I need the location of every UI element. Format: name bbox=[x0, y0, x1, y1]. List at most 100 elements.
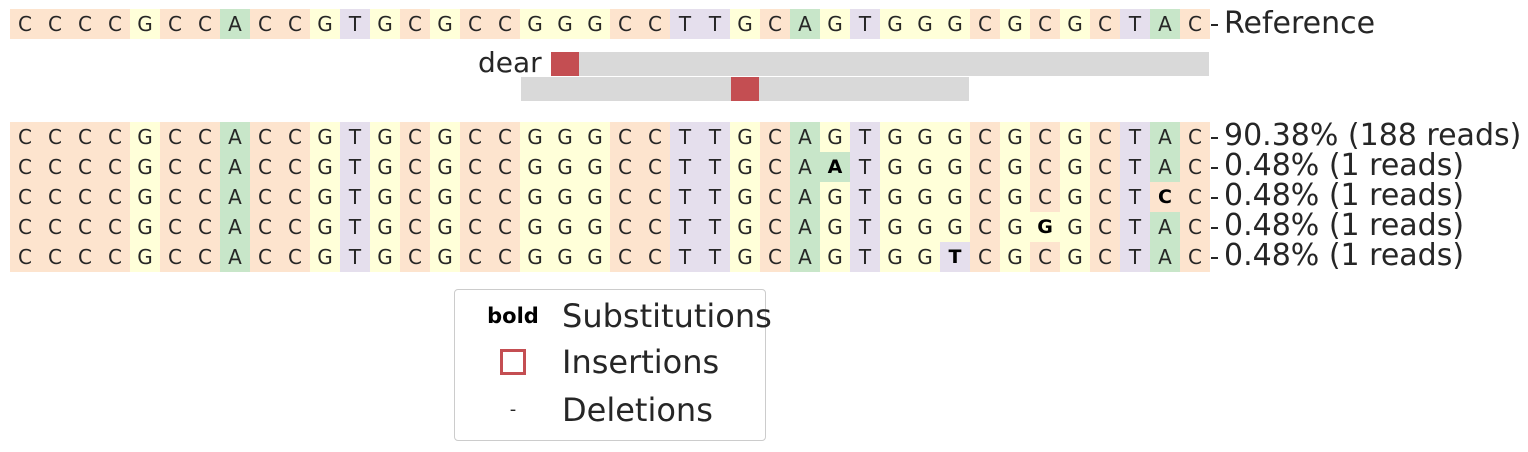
allele-cell bbox=[100, 122, 130, 152]
reference-cell bbox=[1060, 9, 1090, 39]
base-letter: T bbox=[678, 215, 692, 239]
base-letter: C bbox=[168, 185, 182, 209]
allele-cell bbox=[490, 182, 520, 212]
legend-deletions: - Deletions bbox=[455, 387, 767, 433]
base-letter: G bbox=[317, 185, 333, 209]
base-letter: G bbox=[317, 215, 333, 239]
base-letter: G bbox=[317, 245, 333, 269]
allele-cell bbox=[40, 122, 70, 152]
base-letter: C bbox=[468, 155, 482, 179]
base-letter: C bbox=[198, 155, 212, 179]
allele-cell bbox=[970, 212, 1000, 242]
allele-frequency-label: 0.48% (1 reads) bbox=[1224, 238, 1465, 273]
allele-cell bbox=[610, 212, 640, 242]
base-letter: C bbox=[258, 215, 272, 239]
allele-cell bbox=[340, 122, 370, 152]
base-letter: A bbox=[1158, 12, 1172, 36]
allele-cell bbox=[40, 182, 70, 212]
base-letter: C bbox=[78, 12, 92, 36]
allele-cell bbox=[430, 182, 460, 212]
base-letter: G bbox=[437, 185, 453, 209]
allele-cell bbox=[1060, 212, 1090, 242]
base-letter: C bbox=[48, 185, 62, 209]
base-letter: C bbox=[498, 185, 512, 209]
allele-tick bbox=[1211, 227, 1218, 229]
base-letter: A bbox=[798, 185, 812, 209]
base-letter: G bbox=[527, 245, 543, 269]
base-letter: A bbox=[1158, 155, 1172, 179]
allele-cell bbox=[1060, 152, 1090, 182]
base-letter: C bbox=[768, 155, 782, 179]
base-letter: G bbox=[587, 125, 603, 149]
reference-label: Reference bbox=[1224, 6, 1376, 41]
base-letter: G bbox=[1067, 185, 1083, 209]
allele-cell bbox=[310, 152, 340, 182]
insertion-box-icon bbox=[467, 339, 559, 379]
reference-cell bbox=[400, 9, 430, 39]
base-letter: C bbox=[1188, 12, 1202, 36]
base-letter: T bbox=[708, 125, 722, 149]
allele-cell bbox=[1030, 152, 1060, 182]
allele-cell bbox=[460, 152, 490, 182]
base-letter: C bbox=[108, 125, 122, 149]
allele-cell bbox=[160, 182, 190, 212]
base-letter: C bbox=[408, 215, 422, 239]
base-letter: C bbox=[618, 215, 632, 239]
base-letter: G bbox=[377, 155, 393, 179]
allele-cell bbox=[610, 242, 640, 272]
base-letter: G bbox=[1007, 12, 1023, 36]
base-letter: G bbox=[557, 185, 573, 209]
allele-cell bbox=[910, 122, 940, 152]
allele-cell bbox=[580, 182, 610, 212]
base-letter: C bbox=[498, 155, 512, 179]
base-letter: C bbox=[168, 155, 182, 179]
allele-cell bbox=[520, 182, 550, 212]
base-letter: C bbox=[1098, 12, 1112, 36]
base-letter: A bbox=[798, 215, 812, 239]
reference-cell bbox=[760, 9, 790, 39]
reference-cell bbox=[1030, 9, 1060, 39]
allele-cell bbox=[1150, 212, 1180, 242]
allele-cell bbox=[280, 152, 310, 182]
cut-site-marker bbox=[551, 52, 579, 76]
allele-cell bbox=[400, 152, 430, 182]
base-letter: G bbox=[587, 245, 603, 269]
base-letter: G bbox=[917, 155, 933, 179]
allele-tick bbox=[1211, 197, 1218, 199]
allele-cell bbox=[1150, 152, 1180, 182]
allele-cell bbox=[460, 122, 490, 152]
base-letter: A bbox=[228, 125, 242, 149]
allele-cell bbox=[190, 122, 220, 152]
base-letter: T bbox=[348, 155, 362, 179]
reference-cell bbox=[430, 9, 460, 39]
allele-cell bbox=[790, 182, 820, 212]
base-letter: G bbox=[437, 215, 453, 239]
allele-cell bbox=[1120, 212, 1150, 242]
allele-cell bbox=[970, 242, 1000, 272]
allele-cell bbox=[1060, 242, 1090, 272]
allele-cell bbox=[1180, 182, 1210, 212]
base-letter: A bbox=[228, 185, 242, 209]
base-letter: C bbox=[648, 245, 662, 269]
allele-cell bbox=[370, 182, 400, 212]
base-letter: T bbox=[858, 185, 872, 209]
allele-cell bbox=[10, 212, 40, 242]
base-letter: C bbox=[978, 125, 992, 149]
allele-cell bbox=[1000, 152, 1030, 182]
base-letter: C bbox=[258, 125, 272, 149]
allele-cell bbox=[10, 152, 40, 182]
base-letter: G bbox=[377, 215, 393, 239]
reference-cell bbox=[1000, 9, 1030, 39]
reference-cell bbox=[1090, 9, 1120, 39]
base-letter: G bbox=[887, 12, 903, 36]
allele-cell bbox=[880, 212, 910, 242]
reference-cell bbox=[340, 9, 370, 39]
allele-cell bbox=[700, 152, 730, 182]
allele-cell bbox=[760, 182, 790, 212]
base-letter: G bbox=[917, 12, 933, 36]
base-letter: T bbox=[1128, 245, 1142, 269]
allele-cell bbox=[490, 242, 520, 272]
allele-cell bbox=[70, 212, 100, 242]
base-letter: C bbox=[768, 185, 782, 209]
allele-cell bbox=[1120, 152, 1150, 182]
